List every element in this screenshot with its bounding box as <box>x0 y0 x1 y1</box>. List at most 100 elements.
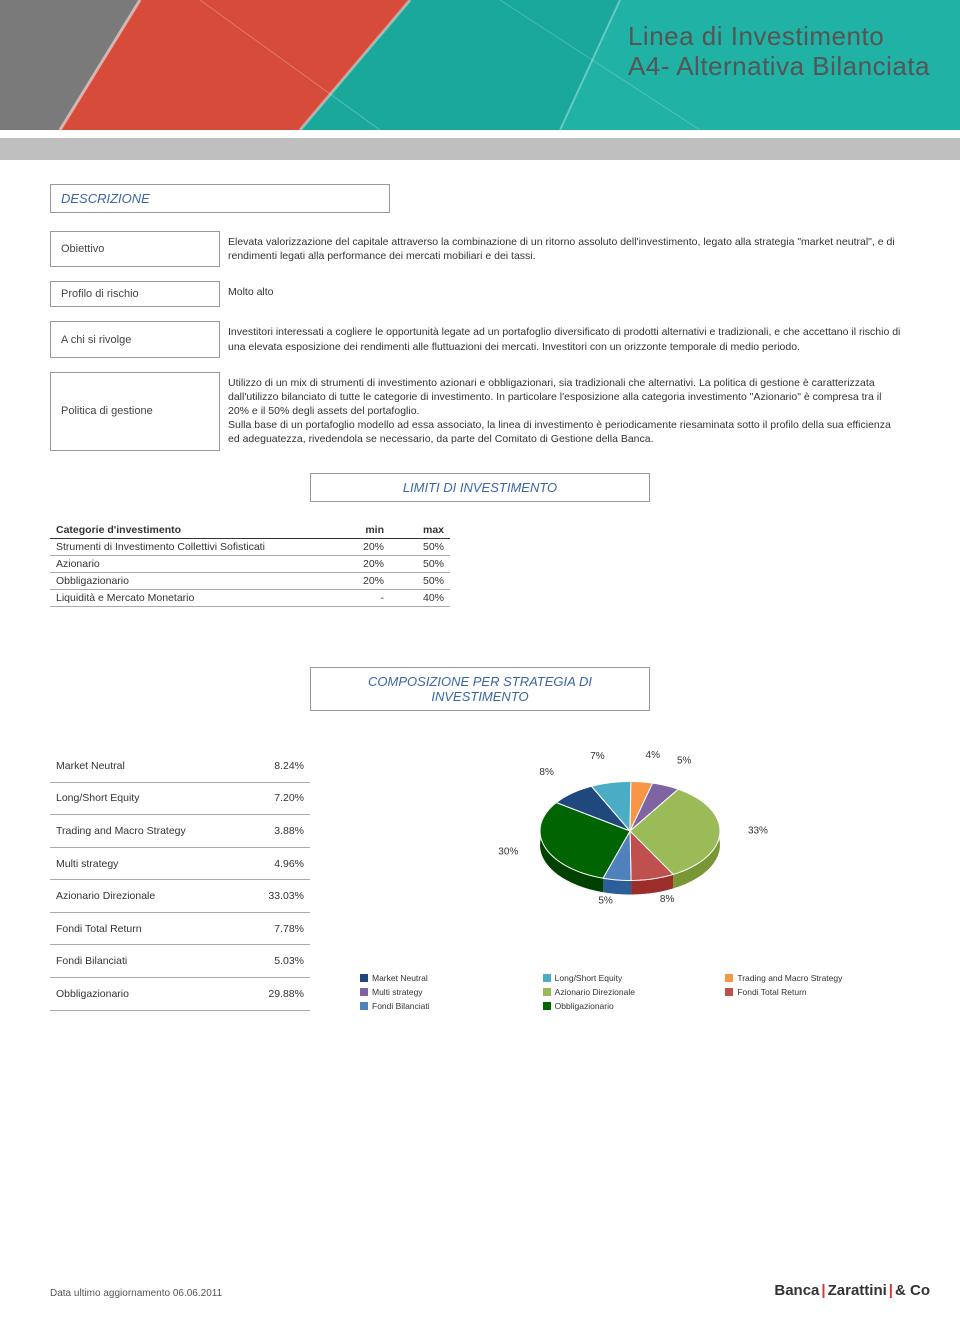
legend-swatch <box>543 974 551 982</box>
composition-row: Long/Short Equity7.20% <box>50 782 310 815</box>
pie-slice-label: 5% <box>598 895 613 906</box>
comp-pct: 33.03% <box>240 880 310 913</box>
legend-label: Fondi Total Return <box>737 987 806 997</box>
legend-label: Azionario Direzionale <box>555 987 635 997</box>
pie-chart-svg: 8%7%4%5%33%8%5%30% <box>400 731 860 931</box>
legend-item: Azionario Direzionale <box>543 987 718 997</box>
section-composizione: COMPOSIZIONE PER STRATEGIA DI INVESTIMEN… <box>310 667 650 711</box>
limits-max: 40% <box>390 589 450 606</box>
comp-name: Fondi Total Return <box>50 912 240 945</box>
legend-label: Market Neutral <box>372 973 428 983</box>
pie-slice-label: 30% <box>498 846 518 857</box>
legend-swatch <box>725 974 733 982</box>
label-chi: A chi si rivolge <box>50 321 220 357</box>
limits-row: Liquidità e Mercato Monetario-40% <box>50 589 450 606</box>
limits-min: 20% <box>330 538 390 555</box>
limits-header-max: max <box>390 522 450 539</box>
comp-name: Obbligazionario <box>50 977 240 1010</box>
legend-item: Fondi Total Return <box>725 987 900 997</box>
section-descrizione: DESCRIZIONE <box>50 184 390 213</box>
page-title: Linea di Investimento A4- Alternativa Bi… <box>628 22 930 82</box>
limits-min: 20% <box>330 555 390 572</box>
bank-a: Banca <box>774 1282 819 1299</box>
limits-cat: Azionario <box>50 555 330 572</box>
pie-slice-label: 8% <box>660 894 675 905</box>
limits-row: Obbligazionario20%50% <box>50 572 450 589</box>
composition-row: Obbligazionario29.88% <box>50 977 310 1010</box>
legend-label: Long/Short Equity <box>555 973 623 983</box>
limits-cat: Strumenti di Investimento Collettivi Sof… <box>50 538 330 555</box>
row-obiettivo: Obiettivo Elevata valorizzazione del cap… <box>50 231 910 267</box>
title-line1: Linea di Investimento <box>628 22 930 52</box>
header-banner: Linea di Investimento A4- Alternativa Bi… <box>0 0 960 130</box>
limits-cat: Obbligazionario <box>50 572 330 589</box>
pie-legend: Market Neutral Long/Short Equity Trading a… <box>350 973 910 1011</box>
section-limiti: LIMITI DI INVESTIMENTO <box>310 473 650 502</box>
logo-bar: | <box>819 1282 827 1299</box>
comp-name: Trading and Macro Strategy <box>50 815 240 848</box>
limits-table: Categorie d'investimento min max Strumen… <box>50 522 450 607</box>
value-profilo: Molto alto <box>220 281 910 307</box>
legend-swatch <box>543 988 551 996</box>
legend-item: Trading and Macro Strategy <box>725 973 900 983</box>
pie-chart-area: 8%7%4%5%33%8%5%30% Market NeutralLong/Sh… <box>350 731 910 1011</box>
legend-item: Multi strategy <box>360 987 535 997</box>
limits-max: 50% <box>390 572 450 589</box>
label-obiettivo: Obiettivo <box>50 231 220 267</box>
title-line2: A4- Alternativa Bilanciata <box>628 52 930 82</box>
grey-bar <box>0 138 960 160</box>
comp-name: Long/Short Equity <box>50 782 240 815</box>
limits-min: - <box>330 589 390 606</box>
bank-logo: Banca|Zarattini|& Co <box>774 1282 930 1299</box>
legend-swatch <box>360 974 368 982</box>
composition-row: Trading and Macro Strategy3.88% <box>50 815 310 848</box>
footer: Data ultimo aggiornamento 06.06.2011 Ban… <box>50 1282 930 1299</box>
limits-row: Azionario20%50% <box>50 555 450 572</box>
comp-pct: 29.88% <box>240 977 310 1010</box>
legend-swatch <box>725 988 733 996</box>
composition-row: Azionario Direzionale33.03% <box>50 880 310 913</box>
bank-c: & Co <box>895 1282 930 1299</box>
composition-row: Market Neutral8.24% <box>50 751 310 783</box>
legend-label: Trading and Macro Strategy <box>737 973 842 983</box>
legend-label: Multi strategy <box>372 987 423 997</box>
value-obiettivo: Elevata valorizzazione del capitale attr… <box>220 231 910 267</box>
pie-slice-label: 4% <box>646 750 661 761</box>
legend-swatch <box>360 1002 368 1010</box>
comp-pct: 8.24% <box>240 751 310 783</box>
comp-name: Azionario Direzionale <box>50 880 240 913</box>
limits-cat: Liquidità e Mercato Monetario <box>50 589 330 606</box>
legend-item: Market Neutral <box>360 973 535 983</box>
limits-header-min: min <box>330 522 390 539</box>
pie-slice-label: 5% <box>677 755 692 766</box>
comp-name: Market Neutral <box>50 751 240 783</box>
limits-min: 20% <box>330 572 390 589</box>
composition-row: Fondi Total Return7.78% <box>50 912 310 945</box>
logo-bar2: | <box>887 1282 895 1299</box>
row-profilo: Profilo di rischio Molto alto <box>50 281 910 307</box>
limits-header-cat: Categorie d'investimento <box>50 522 330 539</box>
bank-b: Zarattini <box>828 1282 887 1299</box>
value-politica: Utilizzo di un mix di strumenti di inves… <box>220 372 910 451</box>
label-profilo: Profilo di rischio <box>50 281 220 307</box>
legend-label: Obbligazionario <box>555 1001 614 1011</box>
comp-pct: 4.96% <box>240 847 310 880</box>
pie-slice-label: 8% <box>539 766 554 777</box>
row-politica: Politica di gestione Utilizzo di un mix … <box>50 372 910 451</box>
row-chi: A chi si rivolge Investitori interessati… <box>50 321 910 357</box>
pie-slice-label: 33% <box>748 825 768 836</box>
legend-swatch <box>360 988 368 996</box>
legend-item: Obbligazionario <box>543 1001 718 1011</box>
composition-table: Market Neutral8.24%Long/Short Equity7.20… <box>50 751 310 1011</box>
legend-swatch <box>543 1002 551 1010</box>
limits-max: 50% <box>390 538 450 555</box>
comp-name: Fondi Bilanciati <box>50 945 240 978</box>
comp-pct: 3.88% <box>240 815 310 848</box>
limits-row: Strumenti di Investimento Collettivi Sof… <box>50 538 450 555</box>
legend-item: Fondi Bilanciati <box>360 1001 535 1011</box>
legend-item: Long/Short Equity <box>543 973 718 983</box>
limits-max: 50% <box>390 555 450 572</box>
legend-label: Fondi Bilanciati <box>372 1001 430 1011</box>
comp-pct: 7.78% <box>240 912 310 945</box>
footer-date: Data ultimo aggiornamento 06.06.2011 <box>50 1288 222 1299</box>
